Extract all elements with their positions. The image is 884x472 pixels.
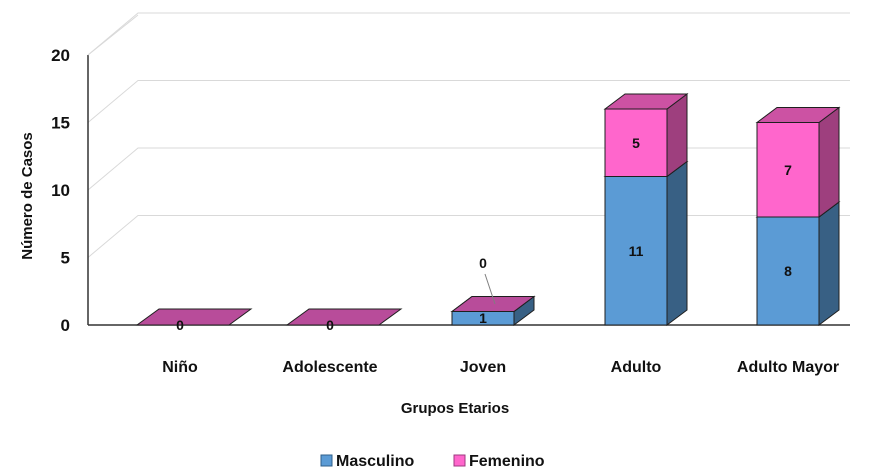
bar-masculino-4-side bbox=[818, 201, 840, 326]
y-tick-label: 20 bbox=[51, 46, 70, 65]
data-label-masculino: 8 bbox=[784, 263, 792, 279]
gridline bbox=[87, 80, 850, 123]
bar-empty-1 bbox=[285, 308, 403, 326]
x-tick-label: Adolescente bbox=[282, 359, 377, 376]
y-tick-label: 0 bbox=[61, 316, 70, 335]
bar-femenino-top-2 bbox=[450, 296, 536, 312]
bar-masculino-3-front bbox=[604, 176, 668, 326]
legend-swatch-femenino bbox=[453, 454, 466, 467]
data-label-femenino: 5 bbox=[632, 135, 640, 151]
x-tick-label: Niño bbox=[162, 359, 198, 376]
y-axis-title: Número de Casos bbox=[19, 132, 36, 260]
bars bbox=[135, 93, 841, 326]
gridline bbox=[87, 12, 850, 56]
bar-femenino-4-side bbox=[818, 106, 840, 218]
x-tick-label: Adulto bbox=[611, 359, 662, 376]
leader-line bbox=[484, 273, 496, 305]
data-label-masculino: 11 bbox=[629, 243, 644, 259]
data-label-masculino: 1 bbox=[479, 310, 487, 326]
bar-femenino-3-top bbox=[603, 93, 689, 110]
x-tick-label: Joven bbox=[460, 359, 506, 376]
x-axis-title: Grupos Etarios bbox=[401, 400, 509, 417]
y-tick-label: 5 bbox=[61, 249, 70, 268]
axis-depth-line bbox=[87, 14, 139, 56]
legend-label-femenino: Femenino bbox=[469, 453, 545, 470]
bar-femenino-4-front bbox=[756, 122, 820, 218]
y-tick-label: 10 bbox=[51, 181, 70, 200]
bar-femenino-4-top bbox=[755, 107, 841, 123]
data-label-femenino: 0 bbox=[479, 255, 487, 271]
bar-empty-0 bbox=[135, 308, 253, 326]
gridline bbox=[87, 147, 850, 191]
legend: Masculino Femenino bbox=[320, 453, 545, 470]
gridlines bbox=[87, 12, 850, 258]
y-tick-label: 15 bbox=[51, 114, 70, 133]
data-label-femenino: 0 bbox=[326, 317, 334, 333]
gridline bbox=[87, 215, 850, 258]
axes bbox=[87, 14, 850, 326]
legend-swatch-masculino bbox=[320, 454, 333, 467]
legend-label-masculino: Masculino bbox=[336, 453, 414, 470]
x-tick-label: Adulto Mayor bbox=[737, 359, 839, 376]
bar-masculino-4-front bbox=[756, 216, 820, 326]
data-label-femenino: 0 bbox=[176, 317, 184, 333]
data-label-femenino: 7 bbox=[784, 162, 792, 178]
bar-masculino-3-side bbox=[666, 160, 688, 326]
